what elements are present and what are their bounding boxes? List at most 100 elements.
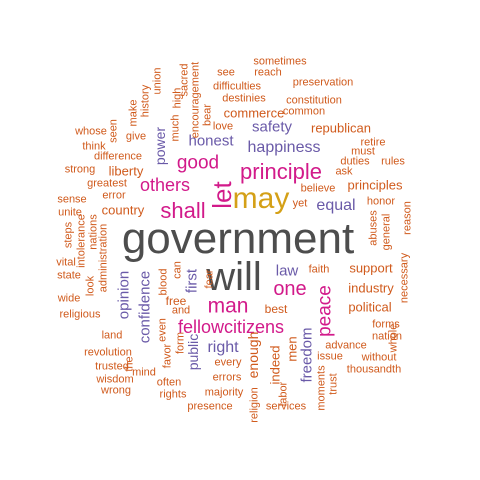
- word-enough: enough: [245, 331, 261, 379]
- word-must: must: [351, 145, 375, 158]
- word-mind: mind: [132, 366, 156, 379]
- word-advance: advance: [325, 339, 367, 352]
- word-and: and: [171, 304, 191, 317]
- word-revolution: revolution: [84, 346, 132, 359]
- word-political: political: [348, 299, 392, 315]
- word-often: often: [156, 376, 182, 389]
- word-wide: wide: [57, 292, 81, 305]
- word-believe: believe: [300, 182, 336, 195]
- word-wisdom: wisdom: [96, 373, 134, 386]
- word-liberty: liberty: [108, 163, 144, 179]
- word-error: error: [102, 189, 126, 202]
- word-yet: yet: [292, 197, 308, 210]
- word-nation: nation: [372, 330, 402, 343]
- word-abuses: abuses: [367, 210, 380, 246]
- word-blood: blood: [157, 268, 170, 296]
- word-whose: whose: [75, 125, 107, 138]
- word-good: good: [176, 152, 220, 174]
- word-thousandth: thousandth: [346, 363, 402, 376]
- word-will: will: [206, 255, 262, 299]
- word-difficulties: difficulties: [212, 80, 262, 93]
- word-peace: peace: [314, 285, 336, 337]
- word-law: law: [275, 262, 299, 280]
- word-vital: vital: [56, 256, 76, 269]
- word-equal: equal: [316, 197, 356, 214]
- word-history: history: [139, 84, 152, 118]
- word-common: common: [282, 105, 326, 118]
- word-state: state: [57, 269, 81, 282]
- word-safety: safety: [251, 118, 293, 136]
- word-intolerance: intolerance: [75, 214, 88, 268]
- word-steps: steps: [62, 221, 75, 249]
- word-best: best: [264, 302, 288, 316]
- word-sometimes: sometimes: [253, 55, 307, 68]
- word-reason: reason: [401, 201, 414, 235]
- word-bear: bear: [201, 103, 214, 127]
- word-republican: republican: [311, 120, 371, 136]
- word-forms: forms: [372, 318, 400, 331]
- word-opinion: opinion: [115, 270, 133, 320]
- word-trust: trust: [327, 373, 340, 395]
- word-others: others: [139, 175, 191, 195]
- word-presence: presence: [187, 400, 233, 413]
- word-right: right: [207, 339, 239, 356]
- word-faith: faith: [308, 263, 330, 276]
- word-wrong: wrong: [101, 384, 131, 397]
- word-difference: difference: [93, 150, 143, 163]
- word-principle: principle: [240, 159, 322, 184]
- word-let: let: [207, 181, 237, 209]
- word-make: make: [127, 99, 140, 127]
- word-unite: unite: [58, 206, 82, 219]
- word-necessary: necessary: [398, 252, 411, 304]
- word-destinies: destinies: [222, 92, 266, 105]
- word-see: see: [217, 66, 235, 79]
- word-land: land: [101, 329, 123, 342]
- word-sense: sense: [57, 193, 87, 206]
- word-religious: religious: [59, 308, 101, 321]
- word-confidence: confidence: [136, 270, 154, 344]
- word-much: much: [169, 114, 182, 142]
- word-greatest: greatest: [87, 177, 127, 190]
- word-favor: favor: [161, 343, 174, 369]
- word-retire: retire: [360, 136, 386, 149]
- word-love: love: [212, 120, 234, 133]
- word-every: every: [214, 356, 242, 369]
- word-administration: administration: [97, 223, 110, 293]
- word-may: may: [232, 182, 290, 215]
- word-without: without: [361, 351, 397, 364]
- word-one: one: [273, 278, 307, 300]
- word-strong: strong: [64, 163, 96, 176]
- word-industry: industry: [348, 280, 394, 296]
- word-think: think: [82, 140, 106, 153]
- word-honor: honor: [366, 195, 396, 208]
- word-first: first: [183, 268, 201, 294]
- word-honest: honest: [188, 132, 234, 150]
- word-services: services: [265, 400, 307, 413]
- word-can: can: [171, 261, 184, 279]
- word-support: support: [349, 260, 393, 276]
- word-commerce: commerce: [223, 105, 285, 121]
- word-high: high: [171, 87, 184, 109]
- word-fear: fear: [203, 269, 216, 289]
- word-religion: religion: [248, 387, 261, 423]
- word-rules: rules: [381, 155, 405, 168]
- word-shall: shall: [160, 198, 206, 223]
- word-even: even: [156, 318, 169, 342]
- word-general: general: [380, 213, 393, 251]
- word-encouragement: encouragement: [189, 61, 202, 139]
- word-look: look: [84, 275, 97, 297]
- word-power: power: [152, 126, 168, 166]
- word-constitution: constitution: [286, 94, 342, 107]
- word-majority: majority: [204, 386, 244, 399]
- word-seen: seen: [107, 119, 120, 143]
- word-preservation: preservation: [292, 76, 354, 89]
- word-principles: principles: [347, 177, 403, 193]
- word-errors: errors: [212, 371, 242, 384]
- word-men: men: [284, 336, 300, 362]
- word-man: man: [207, 294, 249, 318]
- word-freedom: freedom: [298, 327, 316, 383]
- word-ask: ask: [335, 165, 353, 178]
- word-form: form: [174, 332, 187, 354]
- word-indeed: indeed: [267, 345, 283, 385]
